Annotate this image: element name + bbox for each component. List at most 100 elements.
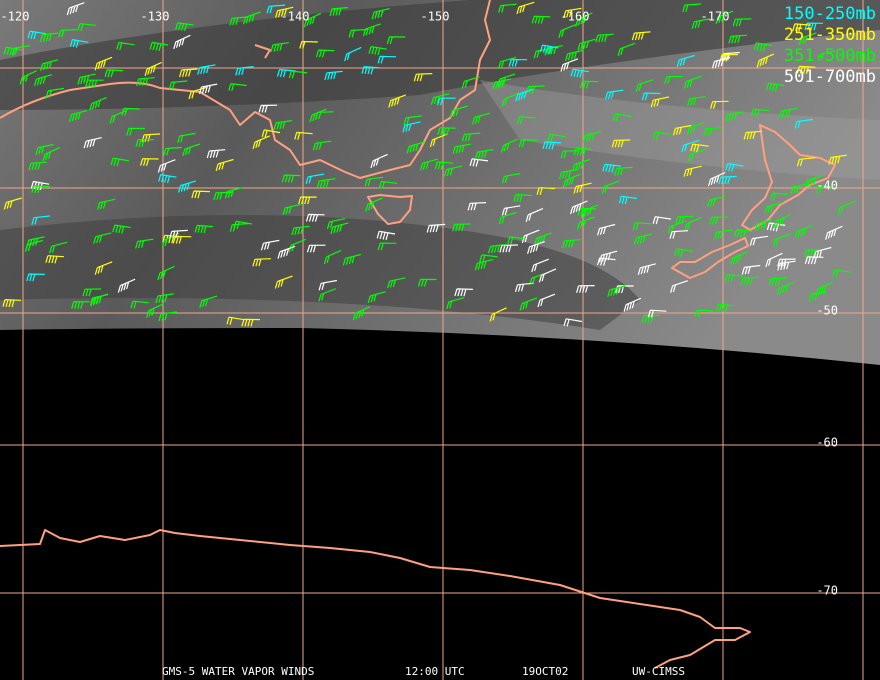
wind-barb: [235, 66, 254, 76]
barb-line: [454, 288, 473, 297]
barb-line: [157, 159, 176, 173]
wind-barb: [690, 143, 709, 153]
wind-barb: [721, 51, 740, 61]
barb-line: [273, 120, 292, 130]
barb-line: [344, 46, 362, 62]
wind-barb: [71, 301, 90, 309]
barb-line: [577, 216, 595, 230]
wind-barb: [426, 223, 446, 233]
barb-line: [157, 265, 175, 281]
barb-line: [182, 143, 201, 157]
barb-line: [191, 190, 210, 199]
wind-barb: [615, 285, 634, 294]
wind-barb: [539, 44, 559, 54]
wind-barb: [778, 107, 798, 119]
wind-barb: [682, 3, 701, 13]
barb-line: [45, 255, 64, 264]
barb-line: [601, 180, 620, 194]
wind-barb: [471, 112, 490, 125]
barb-line: [299, 40, 318, 49]
wind-barb: [291, 225, 310, 236]
barb-line: [260, 239, 280, 251]
barb-line: [388, 94, 407, 108]
barb-line: [446, 297, 465, 310]
barb-line: [641, 92, 661, 101]
barb-line: [652, 216, 672, 225]
barb-line: [130, 300, 149, 309]
barb-line: [501, 205, 521, 216]
barb-line: [206, 149, 226, 159]
wind-barb: [242, 11, 261, 25]
barb-line: [281, 174, 301, 183]
barb-line: [177, 132, 196, 144]
wind-barb: [527, 241, 545, 254]
wind-barb: [828, 154, 847, 165]
barb-line: [275, 6, 294, 18]
barb-line: [536, 187, 556, 196]
wind-barb: [570, 68, 589, 78]
longitude-label: -170: [701, 10, 730, 24]
barb-line: [83, 137, 102, 149]
barb-line: [489, 307, 507, 322]
wind-barb: [573, 182, 592, 194]
wind-barbs: [2, 1, 856, 327]
barb-line: [376, 230, 396, 241]
longitude-label: -160: [561, 10, 590, 24]
barb-line: [163, 146, 182, 156]
barb-line: [58, 29, 77, 38]
barb-line: [647, 309, 667, 318]
wind-barb: [403, 115, 422, 126]
barb-line: [77, 73, 96, 85]
barb-line: [226, 316, 245, 325]
wind-barb: [711, 56, 731, 69]
barb-line: [776, 281, 795, 296]
wind-barb: [798, 32, 817, 46]
barb-line: [406, 141, 425, 154]
barb-line: [27, 30, 46, 40]
wind-barb: [215, 158, 234, 172]
wind-barb: [365, 197, 383, 212]
barb-line: [565, 49, 584, 61]
wind-barb: [417, 278, 437, 287]
wind-barb: [168, 80, 188, 90]
wind-barb: [808, 291, 827, 302]
wind-barb: [813, 246, 832, 259]
barb-line: [669, 230, 689, 239]
wind-barb: [652, 216, 672, 225]
barb-line: [291, 225, 310, 236]
wind-barb: [191, 190, 210, 199]
barb-line: [706, 195, 726, 208]
barb-line: [582, 131, 601, 143]
barb-line: [579, 80, 599, 89]
barb-line: [796, 65, 816, 75]
wind-barb: [684, 216, 702, 231]
barb-line: [305, 213, 325, 222]
wind-barb: [376, 230, 396, 241]
barb-line: [542, 141, 562, 150]
barb-line: [402, 121, 421, 133]
wind-barb: [635, 79, 654, 92]
wind-barb: [157, 159, 176, 173]
wind-barb: [732, 18, 752, 27]
barb-line: [413, 73, 433, 82]
barb-line: [576, 285, 595, 293]
wind-barb: [388, 94, 407, 108]
barb-line: [194, 224, 214, 234]
wind-barb: [669, 230, 689, 239]
barb-line: [508, 59, 528, 67]
wind-barb: [449, 105, 468, 118]
wind-barb: [85, 79, 104, 88]
barb-line: [719, 53, 739, 62]
wind-barb: [315, 49, 335, 58]
barb-line: [94, 261, 113, 275]
barb-line: [690, 143, 709, 153]
wind-barb: [377, 55, 397, 64]
wind-barb: [686, 122, 705, 135]
barb-line: [718, 175, 737, 185]
barb-line: [116, 41, 135, 51]
barb-line: [169, 229, 188, 239]
barb-line: [215, 158, 234, 172]
barb-line: [149, 41, 168, 52]
